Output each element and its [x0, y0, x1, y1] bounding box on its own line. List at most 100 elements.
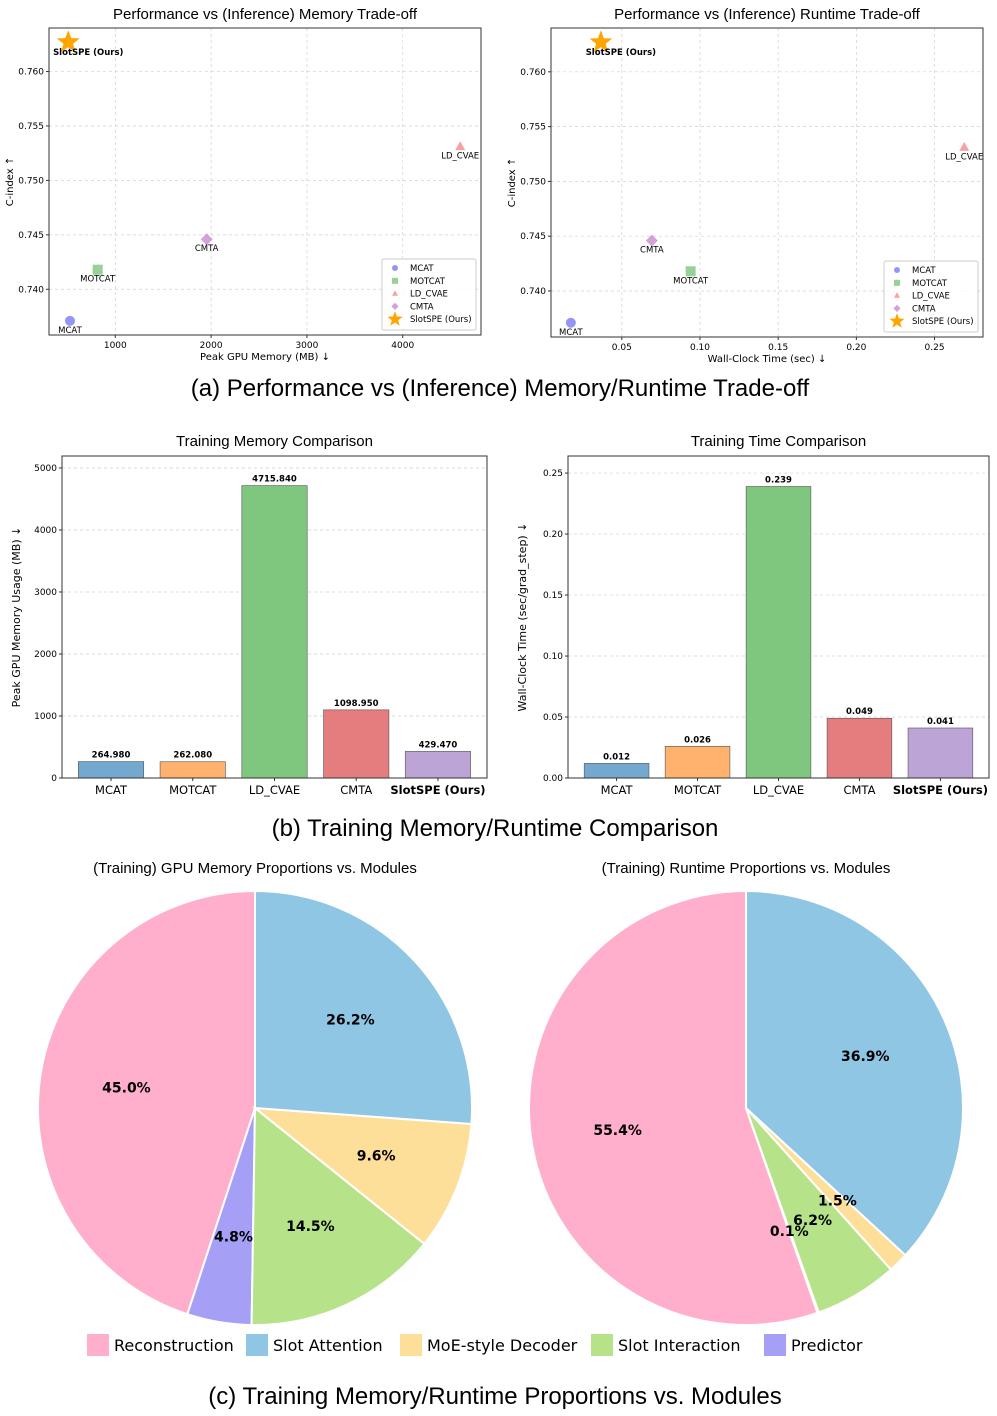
point-label: MCAT: [58, 326, 82, 336]
bar-value-label: 0.041: [927, 717, 954, 727]
plot-frame: [550, 27, 984, 338]
legend-box: [883, 260, 979, 333]
data-point-motcat: [92, 264, 103, 275]
point-label: CMTA: [195, 244, 219, 254]
bar-chart-2: Training Memory Comparison 0 1000 2000 3000 4…: [10, 433, 488, 797]
legend-label: SlotSPE (Ours): [410, 315, 472, 325]
y-tick-label: 0.740: [18, 285, 44, 295]
bar-cmta: [826, 717, 893, 779]
x-tick-label: CMTA: [843, 783, 875, 797]
bar-cmta: [323, 709, 390, 779]
legend-label: Predictor: [791, 1336, 863, 1355]
x-tick-label: 3000: [295, 341, 318, 351]
legend-label: Reconstruction: [114, 1336, 234, 1355]
y-tick-label: 0.745: [18, 231, 44, 241]
chart-title: (Training) Runtime Proportions vs. Modul…: [602, 860, 891, 877]
x-tick-label: SlotSPE (Ours): [390, 783, 485, 797]
scatter-chart-1: Performance vs (Inference) Runtime Trade…: [507, 6, 984, 365]
x-axis-label: Wall-Clock Time (sec) ↓: [708, 354, 827, 365]
data-point-mcat: [64, 315, 75, 326]
legend-marker: [893, 304, 901, 312]
data-point-mcat: [565, 317, 576, 328]
legend-label: CMTA: [410, 302, 434, 312]
pie-slice-moe-style-decoder: [251, 1106, 473, 1246]
bar-slotspe-ours-: [907, 727, 974, 779]
plot-frame: [61, 455, 488, 779]
y-tick-label: 0.05: [543, 713, 563, 723]
point-label: SlotSPE (Ours): [586, 48, 656, 58]
data-point-cmta: [645, 234, 658, 247]
legend-marker: [392, 290, 398, 296]
legend-label: Slot Attention: [273, 1336, 383, 1355]
pie-legend: Reconstruction Slot Attention MoE-style De…: [87, 1334, 863, 1356]
x-tick-label: 0.15: [768, 343, 788, 353]
bar-mcat: [78, 761, 145, 779]
legend-label: MOTCAT: [912, 279, 948, 289]
legend-marker: [894, 279, 900, 286]
data-point-ld-cvae: [455, 141, 466, 151]
data-point-motcat: [685, 266, 696, 277]
pie-slice-slot-attention: [254, 889, 473, 1126]
legend-swatch: [400, 1334, 422, 1356]
legend-label: Slot Interaction: [618, 1336, 741, 1355]
x-tick-label: MOTCAT: [169, 783, 217, 797]
y-tick-label: 3000: [34, 588, 57, 598]
bar-value-label: 0.049: [846, 707, 873, 717]
y-tick-label: 0.00: [543, 774, 563, 784]
y-tick-label: 0.25: [543, 469, 563, 479]
y-axis-label: Wall-Clock Time (sec/grad_step) ↓: [516, 523, 529, 712]
y-tick-label: 0.755: [18, 122, 44, 132]
x-tick-label: LD_CVAE: [249, 783, 300, 797]
y-axis-label: C-index ↑: [5, 157, 16, 207]
y-tick-label: 0.755: [520, 123, 546, 133]
y-tick-label: 0.15: [543, 591, 563, 601]
y-tick-label: 0.760: [18, 68, 44, 78]
pie-percent-label: 1.5%: [818, 1194, 857, 1210]
bar-value-label: 1098.950: [334, 699, 379, 709]
x-tick-label: MOTCAT: [674, 783, 722, 797]
y-axis-label: C-index ↑: [507, 158, 518, 208]
x-tick-label: MCAT: [601, 783, 634, 797]
point-label: LD_CVAE: [945, 152, 983, 162]
point-label: LD_CVAE: [441, 152, 479, 162]
legend-label: LD_CVAE: [912, 292, 950, 302]
legend-swatch: [591, 1334, 613, 1356]
point-label: MOTCAT: [80, 275, 116, 285]
x-tick-label: 2000: [200, 341, 223, 351]
y-tick-label: 1000: [34, 712, 57, 722]
legend: MCAT MOTCAT LD_CVAE CMTA SlotSPE (Ours): [883, 260, 979, 333]
pie-percent-label: 26.2%: [326, 1012, 375, 1028]
legend-swatch: [87, 1334, 109, 1356]
legend-marker: [889, 313, 905, 328]
x-tick-label: 0.25: [925, 343, 945, 353]
y-tick-label: 0.10: [543, 652, 563, 662]
y-tick-label: 0.20: [543, 530, 563, 540]
chart-title: Performance vs (Inference) Memory Trade-…: [113, 6, 418, 23]
legend-marker: [894, 267, 900, 273]
bar-value-label: 264.980: [92, 751, 131, 761]
pie-slice-reconstruction: [37, 889, 256, 1316]
legend: MCAT MOTCAT LD_CVAE CMTA SlotSPE (Ours): [381, 258, 477, 331]
caption-c: (c) Training Memory/Runtime Proportions …: [208, 1383, 782, 1410]
y-tick-label: 0.745: [520, 232, 546, 242]
x-tick-label: SlotSPE (Ours): [893, 783, 988, 797]
plot-frame: [48, 27, 482, 336]
pie-percent-label: 14.5%: [286, 1219, 335, 1235]
legend-marker: [392, 265, 398, 271]
point-label: CMTA: [640, 246, 664, 256]
bar-slotspe-ours-: [404, 751, 471, 779]
legend-label: MCAT: [410, 264, 434, 274]
bar-mcat: [583, 763, 650, 779]
bar-value-label: 4715.840: [252, 475, 297, 485]
x-axis-label: Peak GPU Memory (MB) ↓: [200, 352, 330, 363]
y-tick-label: 5000: [34, 464, 57, 474]
pie-percent-label: 36.9%: [841, 1049, 890, 1065]
chart-title: Training Time Comparison: [691, 433, 866, 450]
legend-box: [381, 258, 477, 331]
y-axis-label: Peak GPU Memory Usage (MB) ↓: [10, 527, 23, 708]
y-tick-label: 4000: [34, 526, 57, 536]
legend-swatch: [246, 1334, 268, 1356]
plot-frame: [567, 455, 990, 779]
legend-label: MOTCAT: [410, 277, 446, 287]
